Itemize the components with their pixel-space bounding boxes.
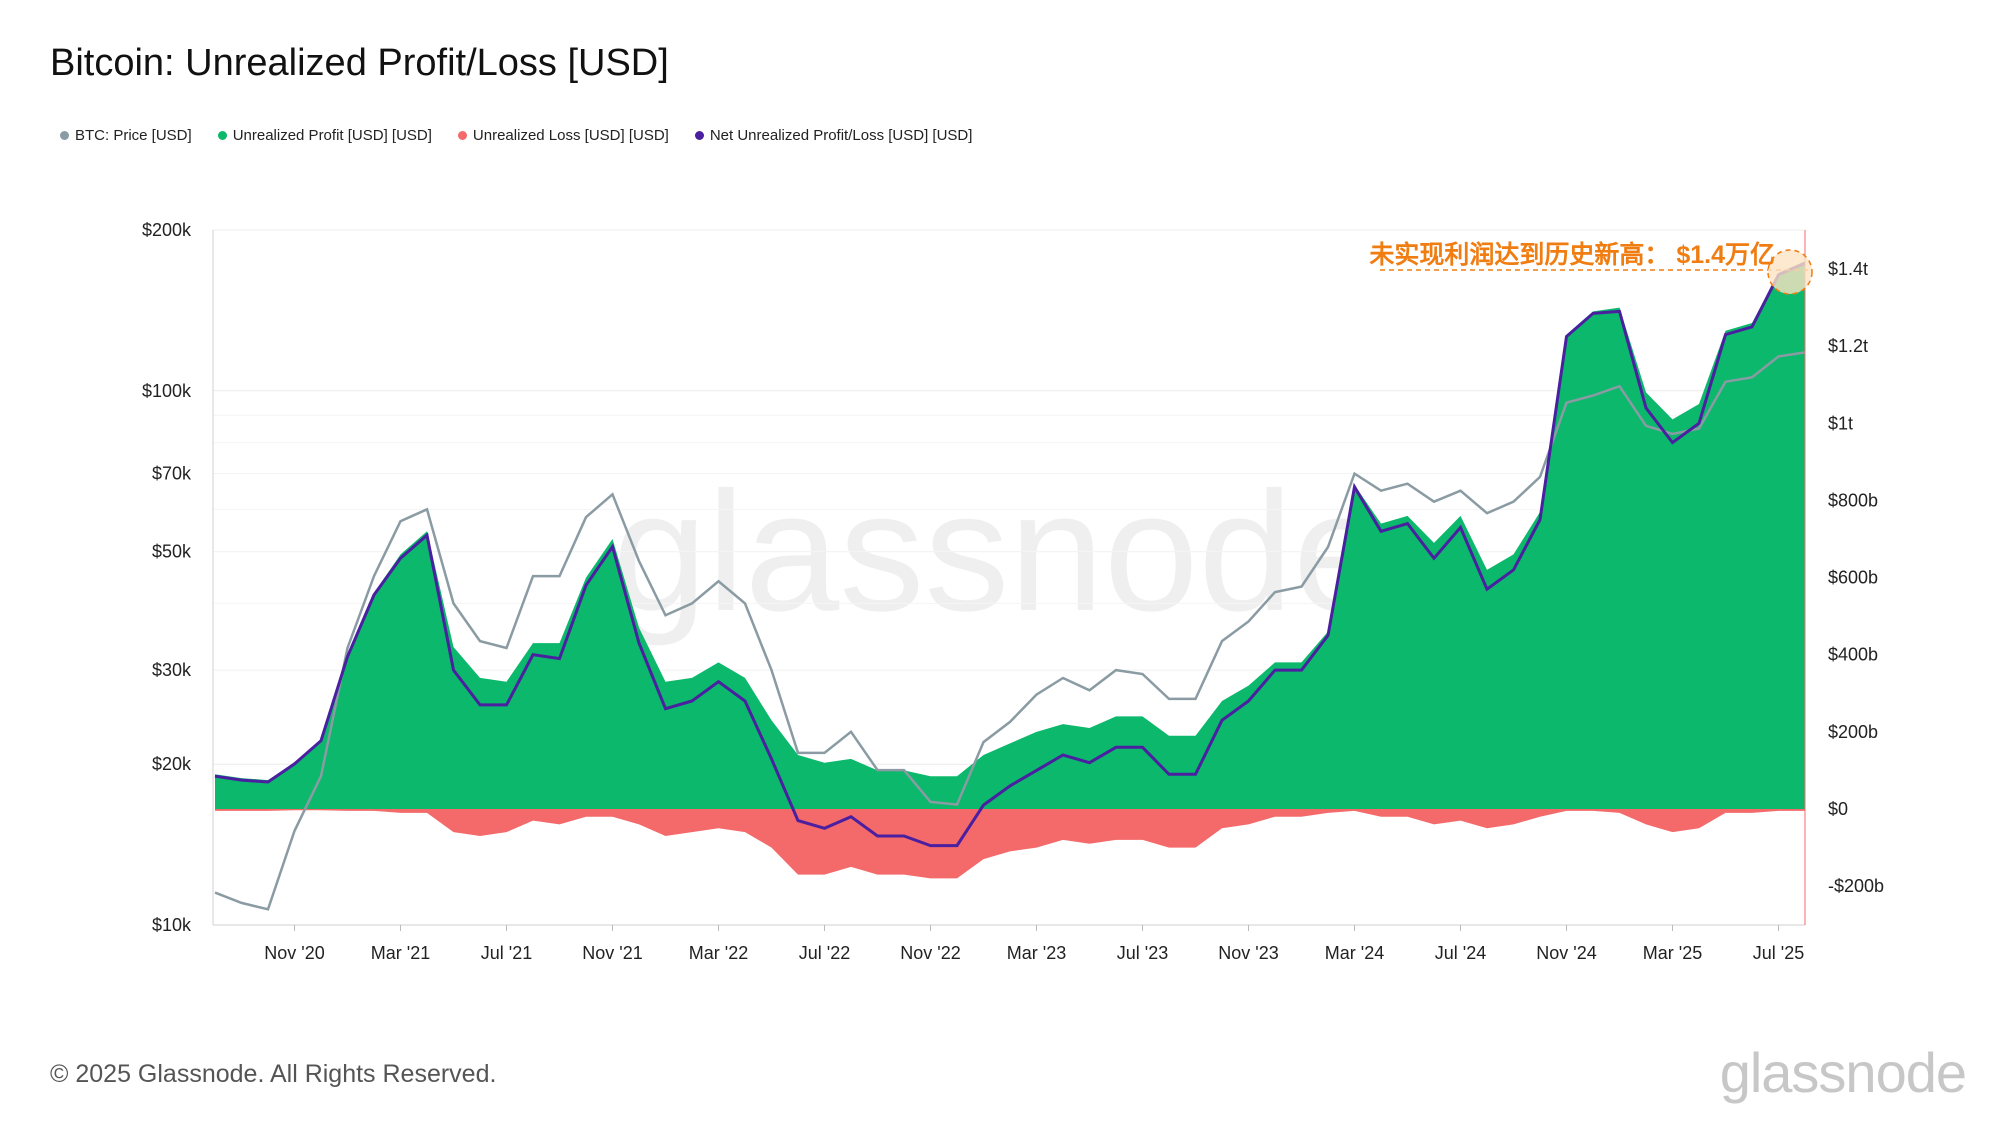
- x-tick-label: Mar '23: [1007, 943, 1066, 963]
- x-tick-label: Jul '25: [1753, 943, 1804, 963]
- y-right-tick-label: $0: [1828, 799, 1848, 819]
- y-left-ticks: $200k $100k $70k $50k $30k $20k $10k: [142, 220, 192, 935]
- axes: [212, 230, 1806, 926]
- y-right-tick-label: $800b: [1828, 490, 1878, 510]
- x-tick-label: Nov '24: [1536, 943, 1596, 963]
- unrealized-profit-area: [215, 261, 1805, 809]
- legend-label-net: Net Unrealized Profit/Loss [USD] [USD]: [709, 127, 973, 144]
- x-tick-label: Nov '22: [900, 943, 960, 963]
- legend-item-price[interactable]: BTC: Price [USD]: [60, 127, 192, 144]
- y-right-tick-label: -$200b: [1828, 876, 1884, 896]
- net-unrealized-line: [214, 261, 1806, 848]
- legend-item-loss[interactable]: Unrealized Loss [USD] [USD]: [457, 127, 669, 144]
- x-tick-label: Nov '23: [1218, 943, 1278, 963]
- annotation-text: 未实现利润达到历史新高： $1.4万亿: [1369, 240, 1775, 269]
- legend-label-profit: Unrealized Profit [USD] [USD]: [232, 127, 432, 144]
- legend-label-price: BTC: Price [USD]: [75, 127, 192, 144]
- unrealized-loss-area: [215, 809, 1805, 879]
- legend-dot-price: [60, 131, 69, 140]
- y-right-tick-label: $1.4t: [1828, 259, 1868, 279]
- y-right-tick-label: $1t: [1828, 413, 1853, 433]
- y-left-tick-label: $70k: [152, 464, 192, 484]
- x-tick-label: Mar '24: [1325, 943, 1384, 963]
- x-ticks: Nov '20 Mar '21 Jul '21 Nov '21 Mar '22 Jul '…: [264, 925, 1804, 963]
- ath-annotation: 未实现利润达到历史新高： $1.4万亿: [1369, 240, 1813, 295]
- legend-item-net[interactable]: Net Unrealized Profit/Loss [USD] [USD]: [694, 127, 973, 144]
- y-left-tick-label: $50k: [152, 542, 192, 562]
- x-tick-label: Mar '25: [1643, 943, 1702, 963]
- legend-label-loss: Unrealized Loss [USD] [USD]: [472, 127, 669, 144]
- x-tick-label: Jul '24: [1435, 943, 1486, 963]
- glassnode-logo: glassnode: [1719, 1041, 1967, 1104]
- y-right-tick-label: $600b: [1828, 568, 1878, 588]
- x-tick-label: Nov '21: [582, 943, 642, 963]
- annotation-highlight-circle: [1767, 249, 1813, 295]
- y-left-tick-label: $100k: [142, 381, 192, 401]
- legend-dot-net: [694, 131, 704, 140]
- chart-title: Bitcoin: Unrealized Profit/Loss [USD]: [50, 42, 669, 84]
- x-tick-label: Jul '21: [481, 943, 532, 963]
- legend-item-profit[interactable]: Unrealized Profit [USD] [USD]: [217, 127, 432, 144]
- y-left-tick-label: $20k: [152, 754, 192, 774]
- x-tick-label: Mar '21: [371, 943, 430, 963]
- legend-dot-profit: [217, 131, 227, 140]
- y-right-tick-label: $1.2t: [1828, 336, 1868, 356]
- x-tick-label: Nov '20: [264, 943, 324, 963]
- btc-price-line: [214, 351, 1806, 911]
- y-right-ticks: $1.4t $1.2t $1t $800b $600b $400b $200b $0 -$200…: [1828, 259, 1884, 896]
- area-series: [215, 261, 1805, 879]
- y-left-tick-label: $10k: [152, 915, 192, 935]
- copyright-footer: © 2025 Glassnode. All Rights Reserved.: [50, 1060, 497, 1088]
- line-series: [214, 261, 1806, 911]
- x-tick-label: Jul '23: [1117, 943, 1168, 963]
- y-right-tick-label: $200b: [1828, 722, 1878, 742]
- legend-dot-loss: [457, 131, 467, 140]
- legend: BTC: Price [USD] Unrealized Profit [USD]…: [60, 127, 972, 144]
- y-right-tick-label: $400b: [1828, 645, 1878, 665]
- x-tick-label: Mar '22: [689, 943, 748, 963]
- y-left-tick-label: $30k: [152, 660, 192, 680]
- y-left-tick-label: $200k: [142, 220, 192, 240]
- x-tick-label: Jul '22: [799, 943, 850, 963]
